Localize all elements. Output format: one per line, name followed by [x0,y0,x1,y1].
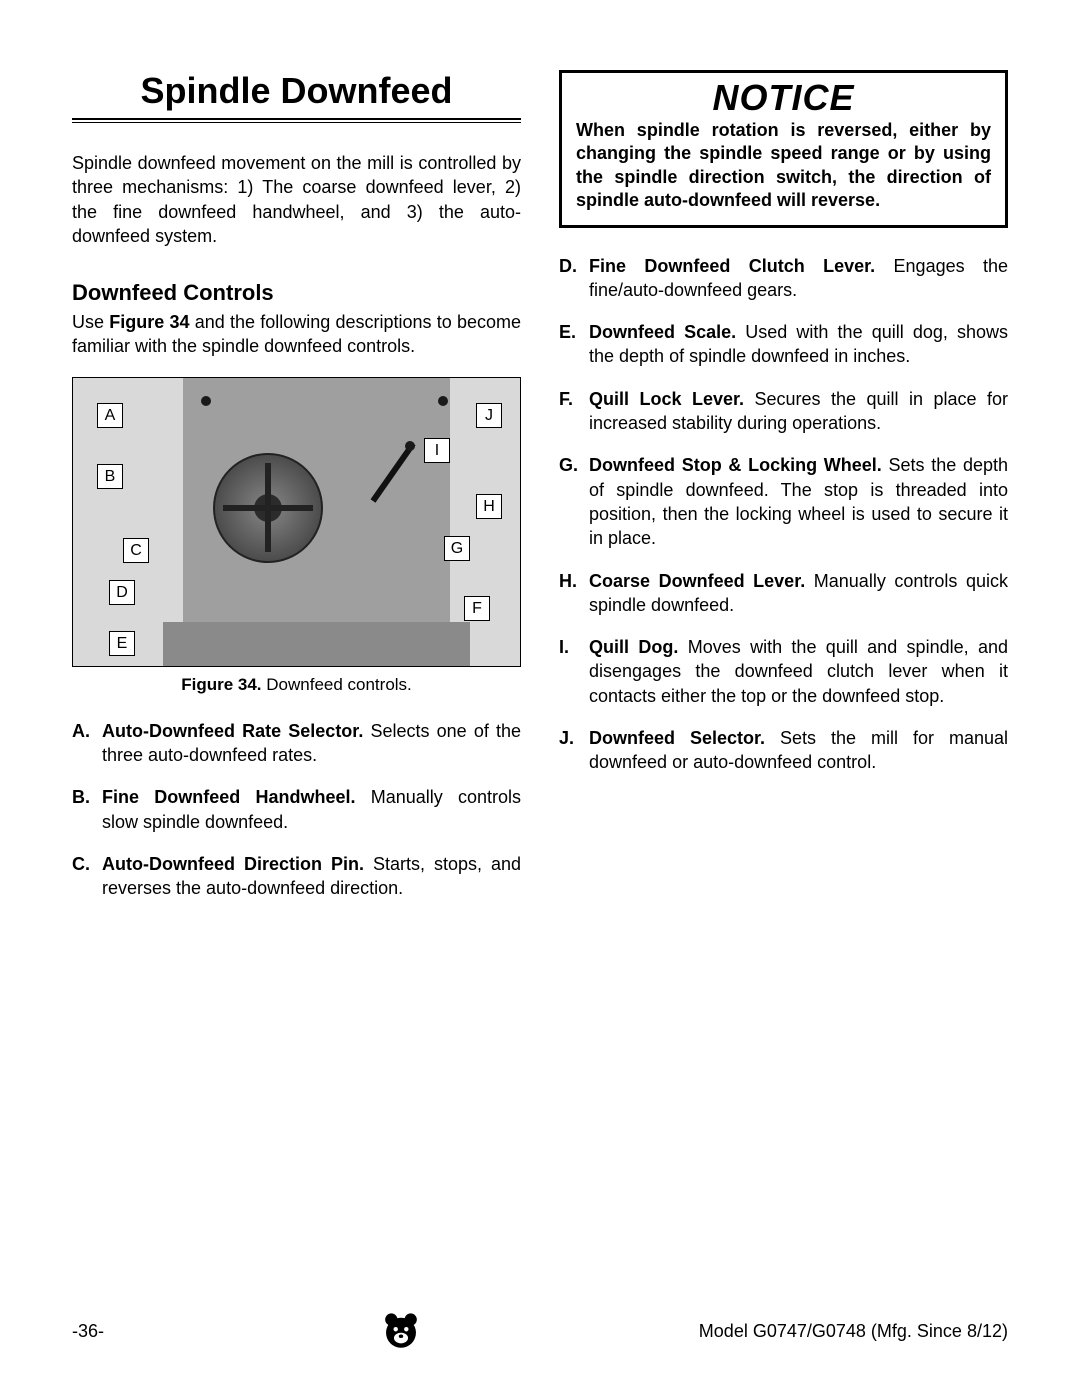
figure-caption-rest: Downfeed controls. [262,675,412,694]
def-item: C. Auto-Downfeed Direction Pin. Starts, … [72,852,521,901]
knob-1 [201,396,211,406]
def-item: D. Fine Downfeed Clutch Lever. Engages t… [559,254,1008,303]
page-number: -36- [72,1321,104,1342]
section-intro-figref: Figure 34 [109,312,189,332]
title-rule-light [72,122,521,123]
def-text: Auto-Downfeed Direction Pin. Starts, sto… [102,852,521,901]
def-item: B. Fine Downfeed Handwheel. Manually con… [72,785,521,834]
section-intro: Use Figure 34 and the following descript… [72,310,521,359]
def-letter: E. [559,320,589,369]
def-item: G. Downfeed Stop & Locking Wheel. Sets t… [559,453,1008,550]
callout-H: H [476,494,502,519]
notice-title: NOTICE [576,77,991,119]
def-text: Downfeed Scale. Used with the quill dog,… [589,320,1008,369]
def-text: Coarse Downfeed Lever. Manually controls… [589,569,1008,618]
def-text: Downfeed Stop & Locking Wheel. Sets the … [589,453,1008,550]
callout-J: J [476,403,502,428]
left-column: Spindle Downfeed Spindle downfeed moveme… [72,70,521,919]
def-item: J. Downfeed Selector. Sets the mill for … [559,726,1008,775]
callout-C: C [123,538,149,563]
section-heading: Downfeed Controls [72,280,521,306]
def-text: Auto-Downfeed Rate Selector. Selects one… [102,719,521,768]
figure-caption-bold: Figure 34. [181,675,261,694]
def-letter: A. [72,719,102,768]
def-letter: H. [559,569,589,618]
def-letter: F. [559,387,589,436]
callout-I: I [424,438,450,463]
def-item: F. Quill Lock Lever. Secures the quill i… [559,387,1008,436]
callout-B: B [97,464,123,489]
notice-text: When spindle rotation is reversed, eithe… [576,119,991,213]
knob-2 [438,396,448,406]
notice-box: NOTICE When spindle rotation is reversed… [559,70,1008,228]
callout-F: F [464,596,490,621]
def-text: Quill Dog. Moves with the quill and spin… [589,635,1008,708]
def-text: Fine Downfeed Clutch Lever. Engages the … [589,254,1008,303]
def-letter: I. [559,635,589,708]
model-info: Model G0747/G0748 (Mfg. Since 8/12) [699,1321,1008,1342]
callout-E: E [109,631,135,656]
handwheel-shape [213,453,323,563]
mill-base-shape [163,622,470,666]
def-item: H. Coarse Downfeed Lever. Manually contr… [559,569,1008,618]
figure-34: A B C D E F G H I J [72,377,521,667]
definitions-left: A. Auto-Downfeed Rate Selector. Selects … [72,719,521,901]
def-letter: G. [559,453,589,550]
callout-G: G [444,536,470,561]
lever-h-knob [405,441,415,451]
callout-D: D [109,580,135,605]
intro-paragraph: Spindle downfeed movement on the mill is… [72,151,521,248]
def-letter: D. [559,254,589,303]
definitions-right: D. Fine Downfeed Clutch Lever. Engages t… [559,254,1008,775]
def-text: Downfeed Selector. Sets the mill for man… [589,726,1008,775]
callout-A: A [97,403,123,428]
def-letter: B. [72,785,102,834]
def-text: Fine Downfeed Handwheel. Manually contro… [102,785,521,834]
right-column: NOTICE When spindle rotation is reversed… [559,70,1008,919]
def-text: Quill Lock Lever. Secures the quill in p… [589,387,1008,436]
title-rule-heavy [72,118,521,120]
def-item: E. Downfeed Scale. Used with the quill d… [559,320,1008,369]
def-item: A. Auto-Downfeed Rate Selector. Selects … [72,719,521,768]
page-title: Spindle Downfeed [72,70,521,118]
def-letter: C. [72,852,102,901]
section-intro-prefix: Use [72,312,109,332]
page-footer: -36- Model G0747/G0748 (Mfg. Since 8/12) [72,1309,1008,1353]
def-item: I. Quill Dog. Moves with the quill and s… [559,635,1008,708]
figure-caption: Figure 34. Downfeed controls. [72,675,521,695]
def-letter: J. [559,726,589,775]
bear-logo-icon [379,1309,423,1353]
